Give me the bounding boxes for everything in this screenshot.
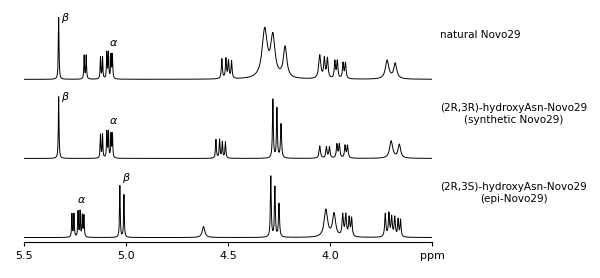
Text: natural Novo29: natural Novo29 <box>440 30 521 40</box>
Text: α: α <box>110 38 118 48</box>
Text: β: β <box>61 13 68 23</box>
Text: (2R,3S)-hydroxyAsn-Novo29
(epi-Novo29): (2R,3S)-hydroxyAsn-Novo29 (epi-Novo29) <box>440 182 587 204</box>
Text: β: β <box>61 92 68 102</box>
Text: β: β <box>122 173 130 183</box>
Text: (2R,3R)-hydroxyAsn-Novo29
(synthetic Novo29): (2R,3R)-hydroxyAsn-Novo29 (synthetic Nov… <box>440 103 587 125</box>
Text: α: α <box>77 195 85 205</box>
Text: α: α <box>110 116 118 126</box>
